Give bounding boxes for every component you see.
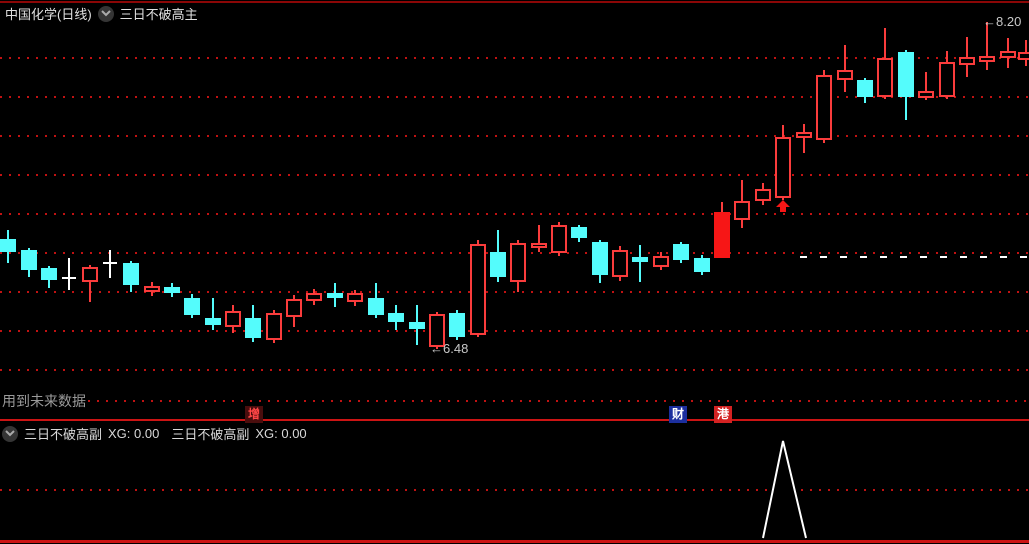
candle-wick — [844, 45, 846, 92]
candle-wick — [109, 250, 111, 278]
top-border-line — [0, 1, 1029, 3]
candle-body — [959, 57, 975, 65]
chart-header: 中国化学(日线) 三日不破高主 — [5, 4, 198, 23]
candle-body — [714, 212, 730, 258]
grid-line — [0, 135, 1029, 137]
candle-body — [164, 287, 180, 293]
panel-divider-line — [0, 419, 1029, 421]
candle-wick — [803, 124, 805, 153]
sub-indicator-value-2: XG: 0.00 — [255, 426, 307, 441]
grid-line — [0, 369, 1029, 371]
candle-body — [571, 227, 587, 238]
grid-line — [0, 57, 1029, 59]
candle-body — [653, 256, 669, 267]
candle-body — [898, 52, 914, 97]
candle-wick — [925, 72, 927, 100]
info-marker[interactable]: 港 — [714, 406, 732, 423]
candle-body — [21, 250, 37, 270]
candle-body — [205, 318, 221, 325]
grid-line — [0, 489, 1029, 491]
candle-body — [41, 268, 57, 280]
level-dashed-line — [800, 256, 1029, 258]
candle-body — [551, 225, 567, 253]
main-indicator-name: 三日不破高主 — [119, 7, 198, 22]
candle-body — [939, 62, 955, 97]
candle-body — [347, 293, 363, 302]
candle-body — [429, 314, 445, 347]
candle-body — [979, 56, 995, 62]
candle-wick — [68, 258, 70, 290]
chevron-down-icon[interactable] — [97, 5, 114, 22]
candle-wick — [639, 245, 641, 282]
candle-body — [184, 298, 200, 315]
info-marker[interactable]: 财 — [669, 406, 687, 423]
info-marker[interactable]: 增 — [245, 406, 263, 423]
candle-wick — [212, 298, 214, 330]
candle-body — [368, 298, 384, 315]
sub-indicator-value-1: XG: 0.00 — [108, 426, 160, 441]
candle-body — [449, 313, 465, 337]
candle-body — [409, 322, 425, 329]
price-label-low-price: ←6.48 — [430, 341, 469, 356]
price-label-high-price: ←8.20 — [983, 14, 1022, 29]
candle-body — [286, 299, 302, 317]
axis-dotted-line — [88, 400, 1029, 402]
candle-body — [877, 58, 893, 97]
candle-body — [755, 189, 771, 201]
doji-bar — [103, 262, 117, 264]
grid-line — [0, 291, 1029, 293]
candle-body — [632, 257, 648, 262]
candle-body — [673, 244, 689, 260]
candle-body — [837, 70, 853, 80]
candle-body — [775, 137, 791, 198]
candle-body — [225, 311, 241, 327]
grid-line — [0, 330, 1029, 332]
candle-body — [470, 244, 486, 335]
candle-wick — [538, 225, 540, 252]
chevron-down-icon[interactable] — [2, 425, 18, 442]
candle-body — [612, 250, 628, 277]
candle-body — [266, 313, 282, 340]
candle-body — [82, 267, 98, 282]
future-data-warning: 用到未来数据 — [2, 393, 86, 409]
candle-body — [531, 243, 547, 248]
candle-body — [306, 293, 322, 301]
bottom-border-line — [0, 540, 1029, 543]
candle-body — [1018, 52, 1029, 60]
doji-bar — [62, 277, 76, 279]
candle-body — [857, 80, 873, 97]
candle-body — [592, 242, 608, 275]
candle-body — [694, 258, 710, 272]
candle-body — [388, 313, 404, 322]
candle-body — [918, 91, 934, 98]
candle-body — [144, 286, 160, 292]
candle-body — [816, 75, 832, 140]
candle-body — [490, 252, 506, 277]
grid-line — [0, 96, 1029, 98]
candle-body — [1000, 51, 1016, 58]
candle-body — [123, 263, 139, 285]
sub-indicator-panel[interactable] — [0, 432, 1029, 540]
candle-body — [796, 132, 812, 138]
sub-indicator-name-2: 三日不破高副 — [171, 427, 250, 442]
grid-line — [0, 213, 1029, 215]
grid-line — [0, 174, 1029, 176]
candle-body — [734, 201, 750, 220]
candle-body — [0, 239, 16, 252]
candle-body — [510, 243, 526, 282]
candlestick-chart[interactable]: ←8.20 ←6.48 — [0, 0, 1029, 420]
candle-body — [327, 293, 343, 298]
candle-wick — [986, 22, 988, 70]
stock-title: 中国化学(日线) — [5, 7, 92, 22]
sub-indicator-header: 三日不破高副 XG: 0.00 三日不破高副 XG: 0.00 — [2, 424, 313, 443]
candle-body — [245, 318, 261, 338]
candle-wick — [89, 265, 91, 302]
sub-indicator-name-1: 三日不破高副 — [24, 427, 103, 442]
